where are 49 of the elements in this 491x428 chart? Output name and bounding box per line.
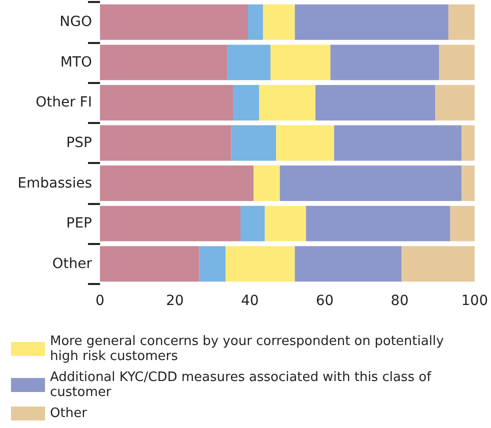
bar <box>330 44 440 80</box>
bar <box>227 44 270 80</box>
bar <box>276 125 334 161</box>
bar <box>100 4 248 40</box>
bar <box>294 246 402 282</box>
legend-label: More general concerns by your correspondent on potentially high risk customers <box>50 334 448 364</box>
y-tick-label: Other <box>52 256 92 272</box>
bar <box>226 246 295 282</box>
y-tick-label: PSP <box>66 135 92 151</box>
y-tick-label: Embassies <box>18 175 92 192</box>
x-tick-label: 100 <box>461 293 488 309</box>
bar <box>232 84 260 120</box>
y-tick-label: PEP <box>66 216 92 232</box>
bar <box>270 44 330 80</box>
bar <box>100 246 200 282</box>
x-tick-label: 20 <box>166 293 184 309</box>
bar <box>262 4 295 40</box>
x-tick-label: 60 <box>316 293 334 309</box>
bar <box>462 166 475 202</box>
y-tick-label: MTO <box>60 54 92 70</box>
y-tick-label: Other FI <box>36 94 92 111</box>
bar <box>100 84 233 120</box>
bar <box>402 246 475 282</box>
bar <box>435 84 475 120</box>
y-tick-label: NGO <box>60 14 92 30</box>
x-tick-label: 0 <box>96 293 104 309</box>
x-tick-label: 80 <box>390 293 409 309</box>
bar <box>231 125 276 161</box>
bar <box>306 206 450 242</box>
x-tick-label: 40 <box>240 293 259 309</box>
bar <box>240 206 265 242</box>
bar <box>294 4 448 40</box>
bar <box>100 125 232 161</box>
bar <box>100 166 254 202</box>
bar <box>264 206 306 242</box>
bar <box>100 44 228 80</box>
bar <box>259 84 316 120</box>
bar <box>448 4 475 40</box>
bar <box>334 125 462 161</box>
bar <box>462 125 475 161</box>
bar <box>439 44 475 80</box>
bar <box>315 84 436 120</box>
bar <box>248 4 263 40</box>
bar <box>450 206 475 242</box>
bar <box>254 166 280 202</box>
bar <box>100 206 240 242</box>
legend-label: Additional KYC/CDD measures associated with this class of customer <box>50 370 436 400</box>
bar <box>199 246 226 282</box>
bar <box>280 166 462 202</box>
